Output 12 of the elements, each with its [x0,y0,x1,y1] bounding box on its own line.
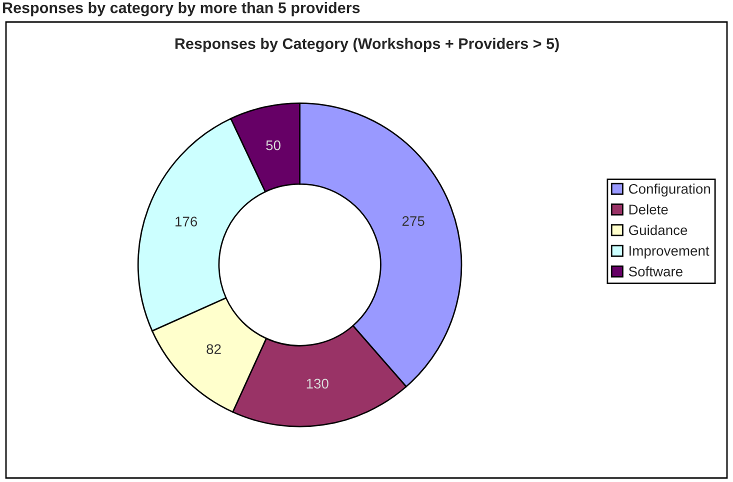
legend-label: Delete [629,204,668,214]
data-label: 50 [266,140,280,150]
data-label: 176 [176,216,198,226]
legend-label: Configuration [628,184,710,197]
legend-label: Guidance [628,224,688,236]
legend-label: Software [628,266,682,276]
data-label: 130 [306,378,328,389]
legend-label: Improvement [630,246,710,259]
chart-title: Responses by category by more than 5 providers [3,2,360,16]
data-label: 82 [206,344,221,354]
chart-subtitle: Responses by Category (Workshops + Providers > 5) [175,38,559,52]
data-label: 275 [402,216,424,226]
